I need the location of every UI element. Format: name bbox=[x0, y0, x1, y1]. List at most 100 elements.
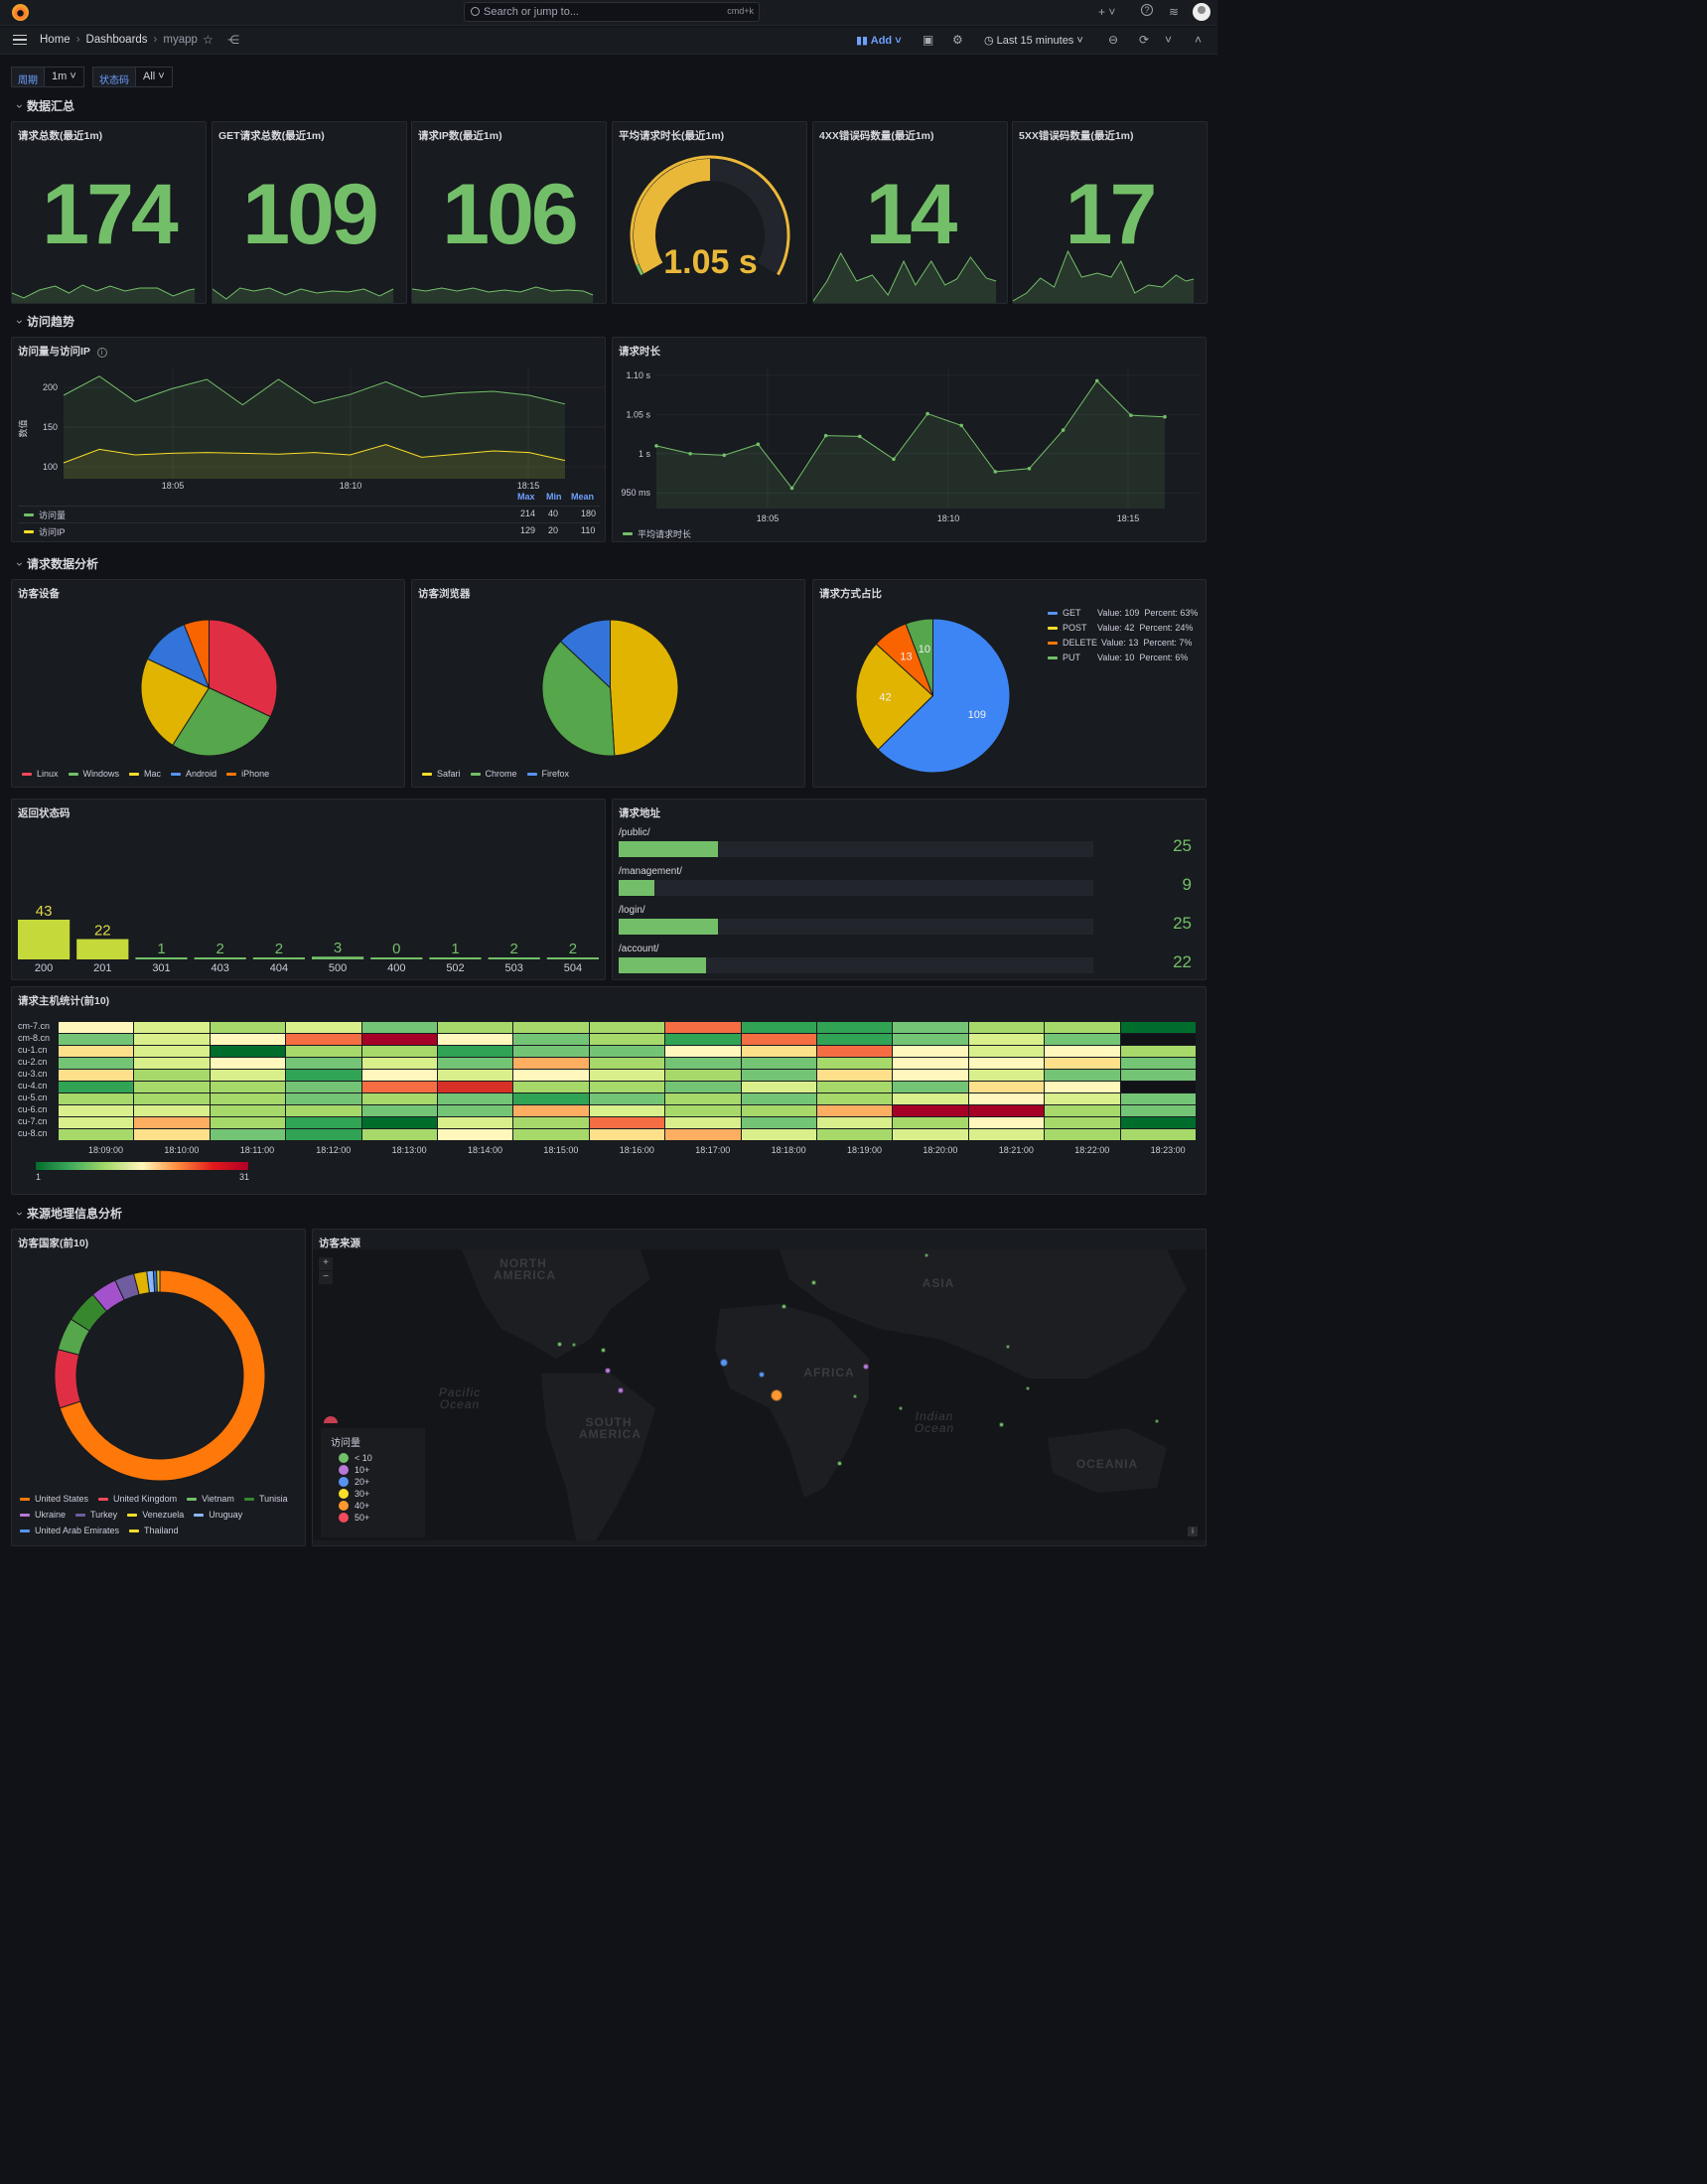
heatmap-cell[interactable] bbox=[210, 1105, 286, 1116]
map-marker[interactable] bbox=[1027, 1387, 1029, 1389]
heatmap-cell[interactable] bbox=[893, 1046, 968, 1057]
legend-header-min[interactable]: Min bbox=[546, 492, 562, 502]
heatmap-cell[interactable] bbox=[968, 1046, 1045, 1057]
heatmap-cell[interactable] bbox=[1120, 1058, 1196, 1069]
heatmap-cell[interactable] bbox=[968, 1082, 1045, 1092]
legend-item[interactable]: PUT Value: 10 Percent: 6% bbox=[1048, 653, 1198, 662]
heatmap-cell[interactable] bbox=[968, 1070, 1045, 1081]
heatmap-cell[interactable] bbox=[968, 1022, 1045, 1033]
heatmap-cell[interactable] bbox=[1045, 1046, 1120, 1057]
map-marker[interactable] bbox=[782, 1304, 785, 1308]
legend-item[interactable]: United States bbox=[20, 1494, 88, 1504]
map-marker[interactable] bbox=[811, 1280, 815, 1284]
heatmap-cell[interactable] bbox=[1120, 1129, 1196, 1140]
heatmap-cell[interactable] bbox=[893, 1105, 968, 1116]
info-icon[interactable]: i bbox=[96, 348, 107, 358]
heatmap-cell[interactable] bbox=[59, 1058, 134, 1069]
heatmap-cell[interactable] bbox=[1120, 1022, 1196, 1033]
map-marker[interactable] bbox=[557, 1342, 561, 1346]
pie-panel-devices[interactable]: 访客设备 Linux Windows Mac Android iPhone bbox=[11, 579, 405, 788]
heatmap-cell[interactable] bbox=[361, 1058, 437, 1069]
heatmap-cell[interactable] bbox=[741, 1105, 816, 1116]
refresh-icon[interactable]: ⟳ bbox=[1139, 33, 1150, 47]
heatmap-cell[interactable] bbox=[893, 1070, 968, 1081]
map-marker[interactable] bbox=[573, 1344, 575, 1346]
heatmap-cell[interactable] bbox=[134, 1105, 210, 1116]
map-marker[interactable] bbox=[760, 1373, 764, 1377]
heatmap-cell[interactable] bbox=[741, 1070, 816, 1081]
heatmap-cell[interactable] bbox=[286, 1093, 361, 1104]
heatmap-cell[interactable] bbox=[817, 1082, 893, 1092]
heatmap-cell[interactable] bbox=[1120, 1070, 1196, 1081]
user-avatar[interactable] bbox=[1193, 3, 1210, 21]
heatmap-cell[interactable] bbox=[134, 1034, 210, 1045]
pie-panel-browsers[interactable]: 访客浏览器 Safari Chrome Firefox bbox=[411, 579, 805, 788]
row-request-analysis[interactable]: 请求数据分析 bbox=[18, 555, 98, 572]
heatmap-cell[interactable] bbox=[361, 1082, 437, 1092]
add-button[interactable]: ▮▮ Add ˅ bbox=[856, 35, 902, 47]
heatmap-cell[interactable] bbox=[1045, 1022, 1120, 1033]
breadcrumb-dashboards[interactable]: Dashboards bbox=[85, 34, 148, 46]
heatmap-cell[interactable] bbox=[665, 1105, 741, 1116]
heatmap-cell[interactable] bbox=[513, 1082, 589, 1092]
heatmap-cell[interactable] bbox=[893, 1034, 968, 1045]
heatmap-cell[interactable] bbox=[134, 1082, 210, 1092]
world-map[interactable]: NORTH AMERICA ASIA AFRICA SOUTH AMERICA … bbox=[313, 1249, 1206, 1540]
heatmap-cell[interactable] bbox=[589, 1129, 665, 1140]
menu-icon[interactable] bbox=[13, 35, 27, 45]
heatmap-cell[interactable] bbox=[513, 1093, 589, 1104]
heatmap-cell[interactable] bbox=[286, 1105, 361, 1116]
variable-period-select[interactable]: 1m ˅ bbox=[45, 67, 84, 87]
heatmap-cell[interactable] bbox=[1120, 1105, 1196, 1116]
legend-item[interactable]: Thailand bbox=[129, 1526, 179, 1535]
heatmap-cell[interactable] bbox=[968, 1117, 1045, 1128]
heatmap-cell[interactable] bbox=[817, 1093, 893, 1104]
heatmap-cell[interactable] bbox=[438, 1105, 513, 1116]
heatmap-cell[interactable] bbox=[513, 1022, 589, 1033]
heatmap-cell[interactable] bbox=[1120, 1093, 1196, 1104]
map-marker[interactable] bbox=[721, 1360, 727, 1366]
bar-gauge-panel-urls[interactable]: 请求地址 /public/25/management/9/login/25/ac… bbox=[612, 799, 1207, 980]
heatmap-cell[interactable] bbox=[589, 1117, 665, 1128]
heatmap-cell[interactable] bbox=[210, 1117, 286, 1128]
timeseries-panel-duration[interactable]: 请求时长 950 ms 1 s 1.05 s 1.10 s 18:05 18:10 18:1… bbox=[612, 337, 1207, 542]
new-plus-icon[interactable]: + ˅ bbox=[1098, 5, 1116, 19]
legend-item[interactable]: Venezuela bbox=[127, 1510, 184, 1520]
search-input[interactable]: Search or jump to... cmd+k bbox=[464, 2, 760, 22]
heatmap-cell[interactable] bbox=[665, 1129, 741, 1140]
map-marker[interactable] bbox=[900, 1407, 902, 1409]
legend-item[interactable]: Linux bbox=[22, 769, 59, 779]
heatmap-cell[interactable] bbox=[817, 1046, 893, 1057]
heatmap-cell[interactable] bbox=[438, 1022, 513, 1033]
heatmap-cell[interactable] bbox=[893, 1082, 968, 1092]
heatmap-cell[interactable] bbox=[741, 1129, 816, 1140]
stat-panel-total-requests[interactable]: 请求总数(最近1m) 174 bbox=[11, 121, 207, 304]
legend-header-mean[interactable]: Mean bbox=[571, 492, 595, 502]
map-marker[interactable] bbox=[601, 1348, 605, 1352]
legend-item[interactable]: Vietnam bbox=[187, 1494, 234, 1504]
heatmap-cell[interactable] bbox=[59, 1093, 134, 1104]
heatmap-cell[interactable] bbox=[1120, 1034, 1196, 1045]
heatmap-cell[interactable] bbox=[59, 1034, 134, 1045]
heatmap-cell[interactable] bbox=[589, 1022, 665, 1033]
heatmap-cell[interactable] bbox=[59, 1082, 134, 1092]
heatmap-cell[interactable] bbox=[741, 1046, 816, 1057]
heatmap-cell[interactable] bbox=[438, 1129, 513, 1140]
map-marker[interactable] bbox=[606, 1369, 610, 1373]
legend-item-traffic[interactable]: 访问量 bbox=[24, 509, 66, 521]
heatmap-cell[interactable] bbox=[741, 1022, 816, 1033]
geomap-panel-visitors[interactable]: 访客来源 NORTH AMERICA ASIA AFRICA SOUTH AME… bbox=[312, 1229, 1207, 1546]
legend-item[interactable]: DELETE Value: 13 Percent: 7% bbox=[1048, 638, 1198, 648]
heatmap-cell[interactable] bbox=[286, 1034, 361, 1045]
heatmap-cell[interactable] bbox=[361, 1117, 437, 1128]
heatmap-cell[interactable] bbox=[665, 1058, 741, 1069]
refresh-interval-chevron-icon[interactable]: ˅ bbox=[1165, 33, 1173, 47]
heatmap-cell[interactable] bbox=[741, 1117, 816, 1128]
heatmap-cell[interactable] bbox=[968, 1129, 1045, 1140]
heatmap-cell[interactable] bbox=[893, 1058, 968, 1069]
heatmap-cell[interactable] bbox=[893, 1093, 968, 1104]
zoom-in-icon[interactable]: + bbox=[319, 1257, 333, 1270]
share-icon[interactable]: ⋲ bbox=[227, 33, 239, 47]
timeseries-panel-traffic[interactable]: 访问量与访问IP i 数值 100 150 200 18:05 18:10 18:15 M… bbox=[11, 337, 606, 542]
heatmap-cell[interactable] bbox=[817, 1105, 893, 1116]
